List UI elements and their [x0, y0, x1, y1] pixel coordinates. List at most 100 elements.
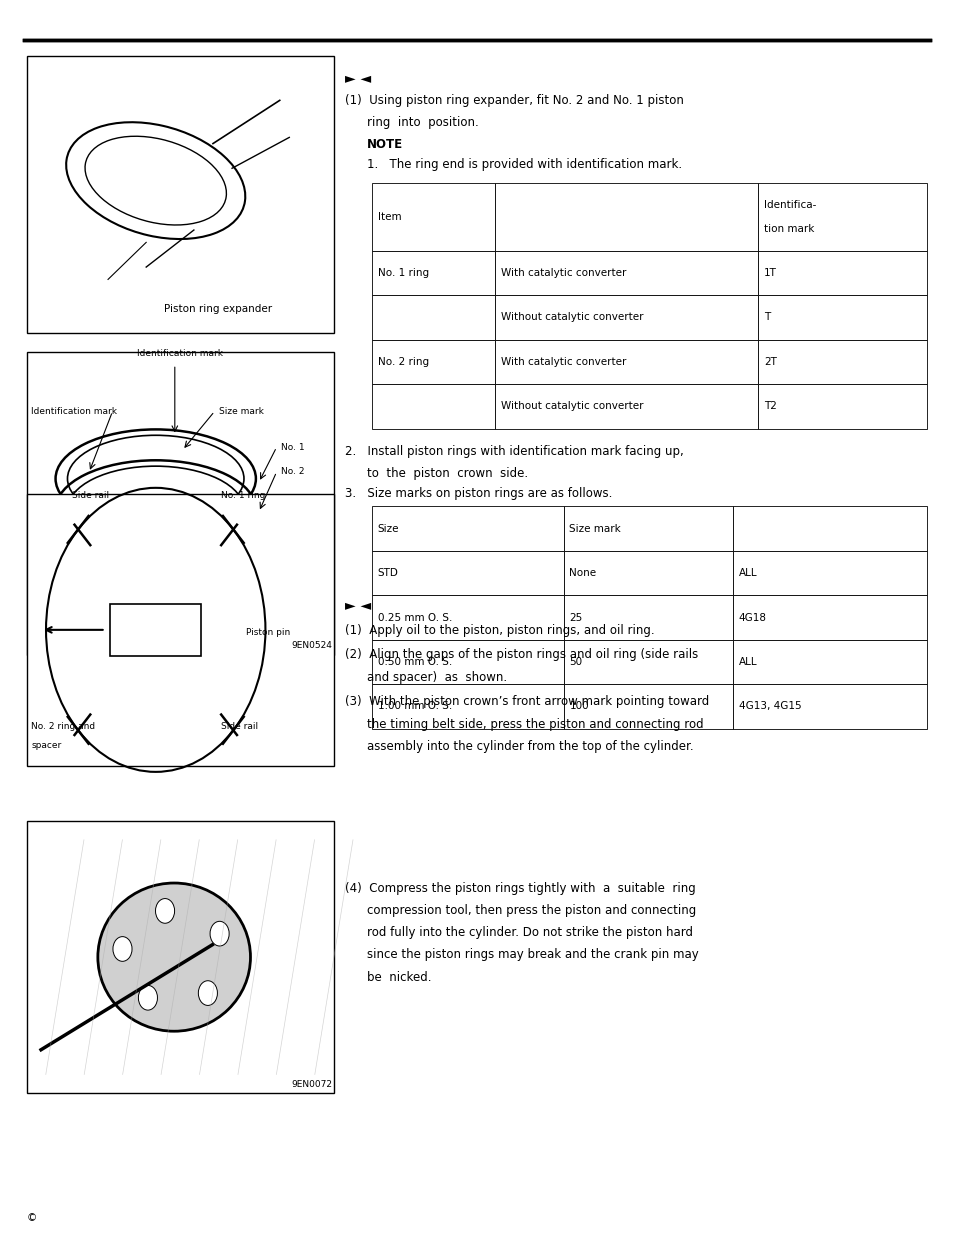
Text: Piston pin: Piston pin	[246, 627, 290, 637]
Bar	[732, 551, 926, 595]
Text: (4)  Compress the piston rings tightly with  a  suitable  ring: (4) Compress the piston rings tightly wi…	[345, 882, 696, 895]
Text: tion mark: tion mark	[763, 224, 814, 233]
Text: Size: Size	[377, 524, 399, 534]
Text: 3.   Size marks on piston rings are as follows.: 3. Size marks on piston rings are as fol…	[345, 487, 612, 500]
Ellipse shape	[68, 435, 244, 522]
Text: With catalytic converter: With catalytic converter	[500, 268, 626, 278]
Text: None: None	[569, 568, 596, 578]
Bar	[372, 295, 495, 340]
Bar	[372, 506, 563, 551]
Text: to  the  piston  crown  side.: to the piston crown side.	[367, 467, 528, 480]
Text: and spacer)  as  shown.: and spacer) as shown.	[367, 671, 507, 684]
Text: 1.   The ring end is provided with identification mark.: 1. The ring end is provided with identif…	[367, 158, 681, 172]
Text: 0.25 mm O. S.: 0.25 mm O. S.	[377, 613, 452, 622]
Bar	[563, 595, 732, 640]
Bar	[27, 352, 334, 655]
Text: 1T: 1T	[763, 268, 777, 278]
Text: the timing belt side, press the piston and connecting rod: the timing belt side, press the piston a…	[367, 718, 703, 731]
Text: 25: 25	[569, 613, 582, 622]
Bar	[111, 604, 201, 656]
Bar	[27, 56, 334, 333]
Bar	[372, 251, 495, 295]
Text: compression tool, then press the piston and connecting: compression tool, then press the piston …	[367, 904, 696, 918]
Text: No. 2 ring and: No. 2 ring and	[31, 722, 95, 731]
Text: ► ◄: ► ◄	[345, 599, 371, 613]
Text: 4G13, 4G15: 4G13, 4G15	[738, 701, 801, 711]
Text: (1)  Using piston ring expander, fit No. 2 and No. 1 piston: (1) Using piston ring expander, fit No. …	[345, 94, 683, 107]
Circle shape	[210, 921, 229, 946]
Text: spacer: spacer	[31, 741, 62, 750]
Circle shape	[198, 981, 217, 1005]
Bar	[732, 684, 926, 729]
Bar	[372, 684, 563, 729]
Text: 9EN0072: 9EN0072	[291, 1081, 332, 1089]
Bar	[495, 183, 758, 251]
Text: Identification mark: Identification mark	[31, 406, 117, 416]
Text: Without catalytic converter: Without catalytic converter	[500, 312, 643, 322]
Bar	[372, 384, 495, 429]
Text: Side rail: Side rail	[71, 492, 109, 500]
Bar	[372, 551, 563, 595]
Bar	[758, 251, 926, 295]
Bar	[732, 595, 926, 640]
Ellipse shape	[68, 466, 244, 553]
Text: ALL: ALL	[738, 568, 757, 578]
Ellipse shape	[85, 136, 226, 225]
Text: With catalytic converter: With catalytic converter	[500, 357, 626, 367]
Text: ©: ©	[27, 1213, 37, 1223]
Text: Piston ring expander: Piston ring expander	[164, 304, 273, 314]
Bar	[563, 684, 732, 729]
Text: Item: Item	[377, 211, 401, 222]
Text: 2T: 2T	[763, 357, 777, 367]
Text: ring  into  position.: ring into position.	[367, 116, 478, 130]
Text: 9EN0524: 9EN0524	[291, 641, 332, 650]
Text: No. 2 ring: No. 2 ring	[377, 357, 429, 367]
Bar	[372, 183, 495, 251]
Bar	[563, 506, 732, 551]
Bar	[372, 595, 563, 640]
Bar	[372, 340, 495, 384]
Text: Side rail: Side rail	[221, 722, 258, 731]
Bar	[495, 384, 758, 429]
Text: Size mark: Size mark	[569, 524, 620, 534]
Bar	[495, 251, 758, 295]
Text: 50: 50	[569, 657, 582, 667]
Bar	[495, 295, 758, 340]
Text: NOTE: NOTE	[367, 138, 403, 152]
Text: since the piston rings may break and the crank pin may: since the piston rings may break and the…	[367, 948, 699, 962]
Text: Identifica-: Identifica-	[763, 200, 816, 210]
Circle shape	[138, 986, 157, 1010]
Text: 4G18: 4G18	[738, 613, 766, 622]
Text: (1)  Apply oil to the piston, piston rings, and oil ring.: (1) Apply oil to the piston, piston ring…	[345, 624, 655, 637]
Bar	[758, 295, 926, 340]
Text: ALL: ALL	[738, 657, 757, 667]
Text: No. 1 ring: No. 1 ring	[221, 492, 266, 500]
Ellipse shape	[98, 883, 251, 1031]
Circle shape	[155, 899, 174, 924]
Text: No. 2: No. 2	[281, 467, 305, 477]
Bar	[27, 821, 334, 1093]
Text: (2)  Align the gaps of the piston rings and oil ring (side rails: (2) Align the gaps of the piston rings a…	[345, 648, 698, 662]
Text: STD: STD	[377, 568, 398, 578]
Bar	[27, 494, 334, 766]
Bar	[563, 551, 732, 595]
Bar	[732, 640, 926, 684]
Bar	[758, 340, 926, 384]
Circle shape	[112, 936, 132, 961]
Text: (3)  With the piston crown’s front arrow mark pointing toward: (3) With the piston crown’s front arrow …	[345, 695, 709, 709]
Text: T: T	[763, 312, 770, 322]
Text: No. 1 ring: No. 1 ring	[377, 268, 429, 278]
Text: T2: T2	[763, 401, 777, 411]
Bar	[758, 384, 926, 429]
Text: No. 1: No. 1	[281, 442, 305, 452]
Text: ► ◄: ► ◄	[345, 72, 371, 85]
Bar	[495, 340, 758, 384]
Text: 1.00 mm O. S.: 1.00 mm O. S.	[377, 701, 452, 711]
Bar	[732, 506, 926, 551]
Text: Identification mark: Identification mark	[137, 350, 223, 358]
Text: rod fully into the cylinder. Do not strike the piston hard: rod fully into the cylinder. Do not stri…	[367, 926, 693, 940]
Text: 2.   Install piston rings with identification mark facing up,: 2. Install piston rings with identificat…	[345, 445, 683, 458]
Bar	[563, 640, 732, 684]
Text: 100: 100	[569, 701, 588, 711]
Text: 0.50 mm O. S.: 0.50 mm O. S.	[377, 657, 452, 667]
